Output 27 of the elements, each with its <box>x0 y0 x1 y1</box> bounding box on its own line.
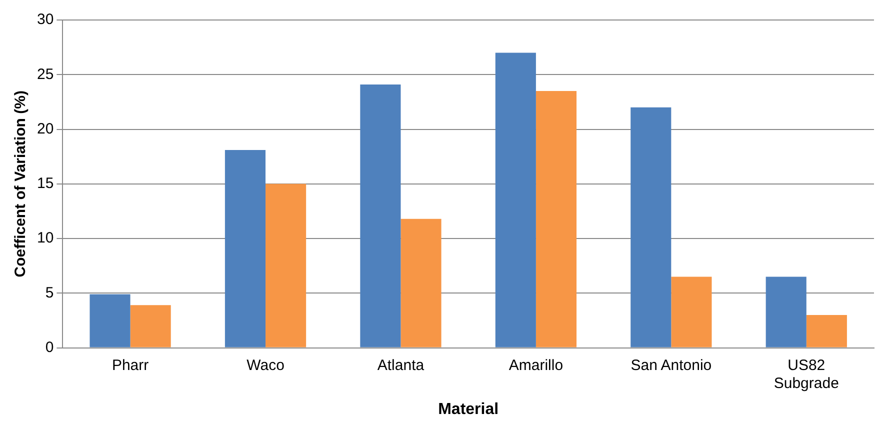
bar <box>266 184 306 348</box>
bar <box>630 107 672 348</box>
x-tick-label: US82 Subgrade <box>774 356 839 392</box>
bar <box>90 294 130 348</box>
y-tick-label: 0 <box>45 338 54 356</box>
x-tick-label: Pharr <box>112 356 149 374</box>
y-tick-label: 20 <box>36 120 54 138</box>
bar <box>495 52 536 348</box>
bar <box>130 305 171 348</box>
x-tick-label: Atlanta <box>377 356 425 374</box>
y-tick-label: 5 <box>45 284 54 302</box>
y-axis-title: Coefficent of Variation (%) <box>12 90 30 278</box>
bar <box>766 276 806 348</box>
bar <box>360 84 401 348</box>
y-tick-label: 25 <box>36 66 54 83</box>
y-tick-label: 30 <box>36 11 54 28</box>
x-tick-label: San Antonio <box>630 356 712 374</box>
bar <box>224 150 266 348</box>
bar <box>806 315 847 348</box>
bar <box>671 276 712 348</box>
y-tick-label: 10 <box>36 230 54 247</box>
bar <box>400 218 442 348</box>
x-tick-label: Waco <box>246 356 284 374</box>
x-axis-title: Material <box>438 400 499 418</box>
bar <box>536 91 577 348</box>
x-tick-label: Amarillo <box>508 356 564 374</box>
y-tick-label: 15 <box>36 175 54 192</box>
